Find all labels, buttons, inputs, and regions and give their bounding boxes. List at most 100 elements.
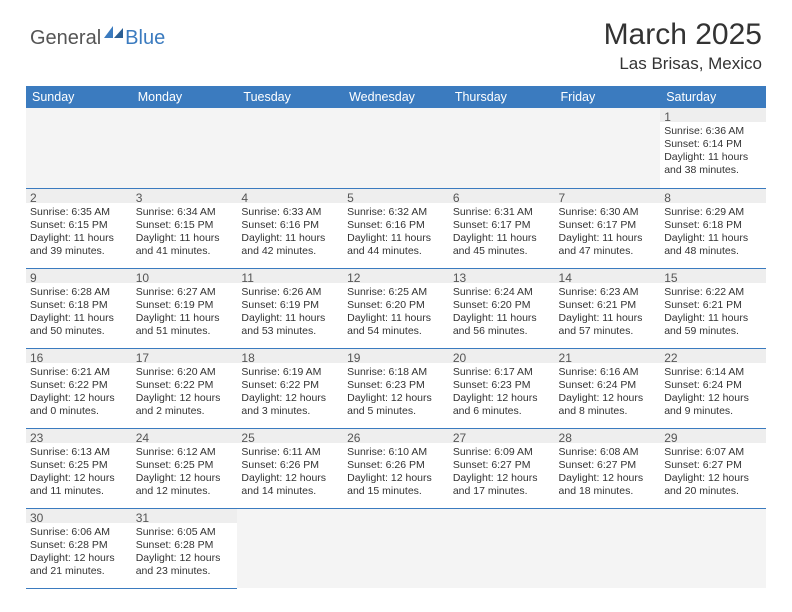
day-header: Sunday [26, 86, 132, 108]
daylight-line-1: Daylight: 11 hours [241, 232, 339, 245]
day-number: 29 [664, 431, 762, 446]
daylight-line-1: Daylight: 11 hours [347, 312, 445, 325]
sunrise-line: Sunrise: 6:10 AM [347, 446, 445, 459]
calendar-cell: 15Sunrise: 6:22 AMSunset: 6:21 PMDayligh… [660, 268, 766, 348]
daylight-line-2: and 0 minutes. [30, 405, 128, 418]
calendar-cell: 26Sunrise: 6:10 AMSunset: 6:26 PMDayligh… [343, 428, 449, 508]
calendar-cell: 5Sunrise: 6:32 AMSunset: 6:16 PMDaylight… [343, 188, 449, 268]
daylight-line-1: Daylight: 11 hours [136, 232, 234, 245]
calendar-cell: 30Sunrise: 6:06 AMSunset: 6:28 PMDayligh… [26, 508, 132, 588]
calendar-cell: 14Sunrise: 6:23 AMSunset: 6:21 PMDayligh… [555, 268, 661, 348]
header: General Blue March 2025 Las Brisas, Mexi… [0, 0, 792, 82]
calendar-row: 23Sunrise: 6:13 AMSunset: 6:25 PMDayligh… [26, 428, 766, 508]
daylight-line-1: Daylight: 12 hours [241, 392, 339, 405]
cell-content: 14Sunrise: 6:23 AMSunset: 6:21 PMDayligh… [559, 271, 657, 339]
calendar-cell: 23Sunrise: 6:13 AMSunset: 6:25 PMDayligh… [26, 428, 132, 508]
day-header: Friday [555, 86, 661, 108]
sunrise-line: Sunrise: 6:28 AM [30, 286, 128, 299]
daylight-line-1: Daylight: 12 hours [453, 472, 551, 485]
cell-content: 12Sunrise: 6:25 AMSunset: 6:20 PMDayligh… [347, 271, 445, 339]
daylight-line-2: and 5 minutes. [347, 405, 445, 418]
day-number: 30 [30, 511, 128, 526]
daylight-line-1: Daylight: 11 hours [136, 312, 234, 325]
day-header: Saturday [660, 86, 766, 108]
cell-content: 18Sunrise: 6:19 AMSunset: 6:22 PMDayligh… [241, 351, 339, 419]
cell-content: 16Sunrise: 6:21 AMSunset: 6:22 PMDayligh… [30, 351, 128, 419]
calendar-cell: 25Sunrise: 6:11 AMSunset: 6:26 PMDayligh… [237, 428, 343, 508]
sunset-line: Sunset: 6:22 PM [136, 379, 234, 392]
sunset-line: Sunset: 6:26 PM [241, 459, 339, 472]
title-block: March 2025 Las Brisas, Mexico [604, 18, 762, 74]
cell-content: 30Sunrise: 6:06 AMSunset: 6:28 PMDayligh… [30, 511, 128, 579]
sunrise-line: Sunrise: 6:27 AM [136, 286, 234, 299]
day-number: 14 [559, 271, 657, 286]
calendar-cell: 24Sunrise: 6:12 AMSunset: 6:25 PMDayligh… [132, 428, 238, 508]
sunrise-line: Sunrise: 6:21 AM [30, 366, 128, 379]
calendar-cell: 21Sunrise: 6:16 AMSunset: 6:24 PMDayligh… [555, 348, 661, 428]
cell-content: 2Sunrise: 6:35 AMSunset: 6:15 PMDaylight… [30, 191, 128, 259]
daylight-line-1: Daylight: 11 hours [30, 312, 128, 325]
day-number: 12 [347, 271, 445, 286]
daylight-line-2: and 44 minutes. [347, 245, 445, 258]
sunrise-line: Sunrise: 6:11 AM [241, 446, 339, 459]
cell-content: 29Sunrise: 6:07 AMSunset: 6:27 PMDayligh… [664, 431, 762, 499]
calendar-cell: 11Sunrise: 6:26 AMSunset: 6:19 PMDayligh… [237, 268, 343, 348]
daylight-line-1: Daylight: 11 hours [664, 232, 762, 245]
sunrise-line: Sunrise: 6:17 AM [453, 366, 551, 379]
location: Las Brisas, Mexico [604, 54, 762, 74]
cell-content: 28Sunrise: 6:08 AMSunset: 6:27 PMDayligh… [559, 431, 657, 499]
cell-content: 27Sunrise: 6:09 AMSunset: 6:27 PMDayligh… [453, 431, 551, 499]
calendar-cell: 3Sunrise: 6:34 AMSunset: 6:15 PMDaylight… [132, 188, 238, 268]
daylight-line-1: Daylight: 12 hours [664, 472, 762, 485]
day-header: Wednesday [343, 86, 449, 108]
sunset-line: Sunset: 6:27 PM [664, 459, 762, 472]
calendar-cell [555, 508, 661, 588]
daylight-line-2: and 8 minutes. [559, 405, 657, 418]
calendar-row: 2Sunrise: 6:35 AMSunset: 6:15 PMDaylight… [26, 188, 766, 268]
calendar-cell: 1Sunrise: 6:36 AMSunset: 6:14 PMDaylight… [660, 108, 766, 188]
daylight-line-2: and 15 minutes. [347, 485, 445, 498]
daylight-line-2: and 47 minutes. [559, 245, 657, 258]
daylight-line-2: and 48 minutes. [664, 245, 762, 258]
daylight-line-1: Daylight: 12 hours [136, 552, 234, 565]
calendar-cell: 18Sunrise: 6:19 AMSunset: 6:22 PMDayligh… [237, 348, 343, 428]
daylight-line-1: Daylight: 12 hours [136, 472, 234, 485]
day-number: 31 [136, 511, 234, 526]
cell-content: 15Sunrise: 6:22 AMSunset: 6:21 PMDayligh… [664, 271, 762, 339]
calendar-cell: 6Sunrise: 6:31 AMSunset: 6:17 PMDaylight… [449, 188, 555, 268]
daylight-line-2: and 11 minutes. [30, 485, 128, 498]
sunrise-line: Sunrise: 6:35 AM [30, 206, 128, 219]
day-number: 13 [453, 271, 551, 286]
sunset-line: Sunset: 6:18 PM [30, 299, 128, 312]
calendar-row: 30Sunrise: 6:06 AMSunset: 6:28 PMDayligh… [26, 508, 766, 588]
sunset-line: Sunset: 6:22 PM [30, 379, 128, 392]
cell-content: 22Sunrise: 6:14 AMSunset: 6:24 PMDayligh… [664, 351, 762, 419]
calendar-cell: 22Sunrise: 6:14 AMSunset: 6:24 PMDayligh… [660, 348, 766, 428]
calendar-cell: 28Sunrise: 6:08 AMSunset: 6:27 PMDayligh… [555, 428, 661, 508]
sunrise-line: Sunrise: 6:18 AM [347, 366, 445, 379]
sunset-line: Sunset: 6:26 PM [347, 459, 445, 472]
sunrise-line: Sunrise: 6:30 AM [559, 206, 657, 219]
daylight-line-1: Daylight: 11 hours [559, 232, 657, 245]
cell-content: 25Sunrise: 6:11 AMSunset: 6:26 PMDayligh… [241, 431, 339, 499]
daylight-line-1: Daylight: 12 hours [30, 472, 128, 485]
daylight-line-2: and 54 minutes. [347, 325, 445, 338]
calendar-cell: 7Sunrise: 6:30 AMSunset: 6:17 PMDaylight… [555, 188, 661, 268]
calendar-cell [237, 108, 343, 188]
sunset-line: Sunset: 6:15 PM [30, 219, 128, 232]
calendar-cell: 16Sunrise: 6:21 AMSunset: 6:22 PMDayligh… [26, 348, 132, 428]
daylight-line-2: and 53 minutes. [241, 325, 339, 338]
sunset-line: Sunset: 6:25 PM [30, 459, 128, 472]
cell-content: 9Sunrise: 6:28 AMSunset: 6:18 PMDaylight… [30, 271, 128, 339]
daylight-line-1: Daylight: 11 hours [453, 232, 551, 245]
calendar-cell [555, 108, 661, 188]
calendar-cell [237, 508, 343, 588]
day-number: 8 [664, 191, 762, 206]
daylight-line-2: and 50 minutes. [30, 325, 128, 338]
sunset-line: Sunset: 6:21 PM [664, 299, 762, 312]
sunrise-line: Sunrise: 6:19 AM [241, 366, 339, 379]
day-number: 16 [30, 351, 128, 366]
daylight-line-2: and 57 minutes. [559, 325, 657, 338]
sunrise-line: Sunrise: 6:22 AM [664, 286, 762, 299]
sunrise-line: Sunrise: 6:25 AM [347, 286, 445, 299]
